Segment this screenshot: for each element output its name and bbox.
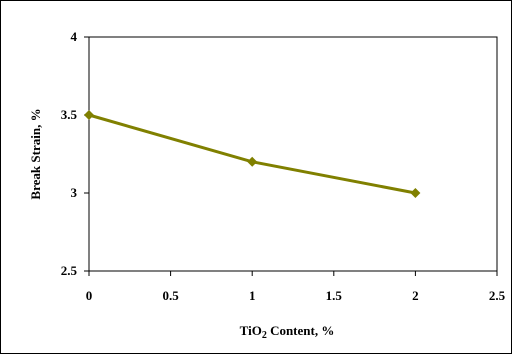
x-axis-title-subscript: 2 (262, 330, 267, 341)
plot-area (88, 36, 498, 272)
y-tick-label: 2.5 (61, 263, 78, 278)
data-point-marker (84, 110, 94, 120)
x-axis: 0 0.5 1 1.5 2 2.5 (86, 271, 506, 303)
x-tick-label: 2 (412, 288, 419, 303)
x-tick-label: 0.5 (162, 288, 179, 303)
x-axis-title: TiO2 Content, % (240, 323, 335, 341)
x-tick-label: 1 (249, 288, 256, 303)
x-axis-title-main: TiO (240, 323, 262, 338)
data-point-marker (410, 188, 421, 198)
y-tick-label: 3 (71, 185, 78, 200)
series-line (88, 113, 416, 195)
x-tick-label: 2.5 (489, 288, 506, 303)
series-layer (84, 110, 421, 198)
y-axis: 2.5 3 3.5 4 (61, 29, 89, 278)
y-tick-label: 3.5 (61, 107, 78, 122)
x-tick-label: 0 (86, 288, 93, 303)
y-tick-label: 4 (71, 29, 78, 44)
x-axis-title-rest: Content, % (267, 323, 335, 338)
y-axis-title: Break Strain, % (28, 108, 43, 199)
data-point-marker (247, 156, 258, 167)
x-tick-label: 1.5 (326, 288, 343, 303)
